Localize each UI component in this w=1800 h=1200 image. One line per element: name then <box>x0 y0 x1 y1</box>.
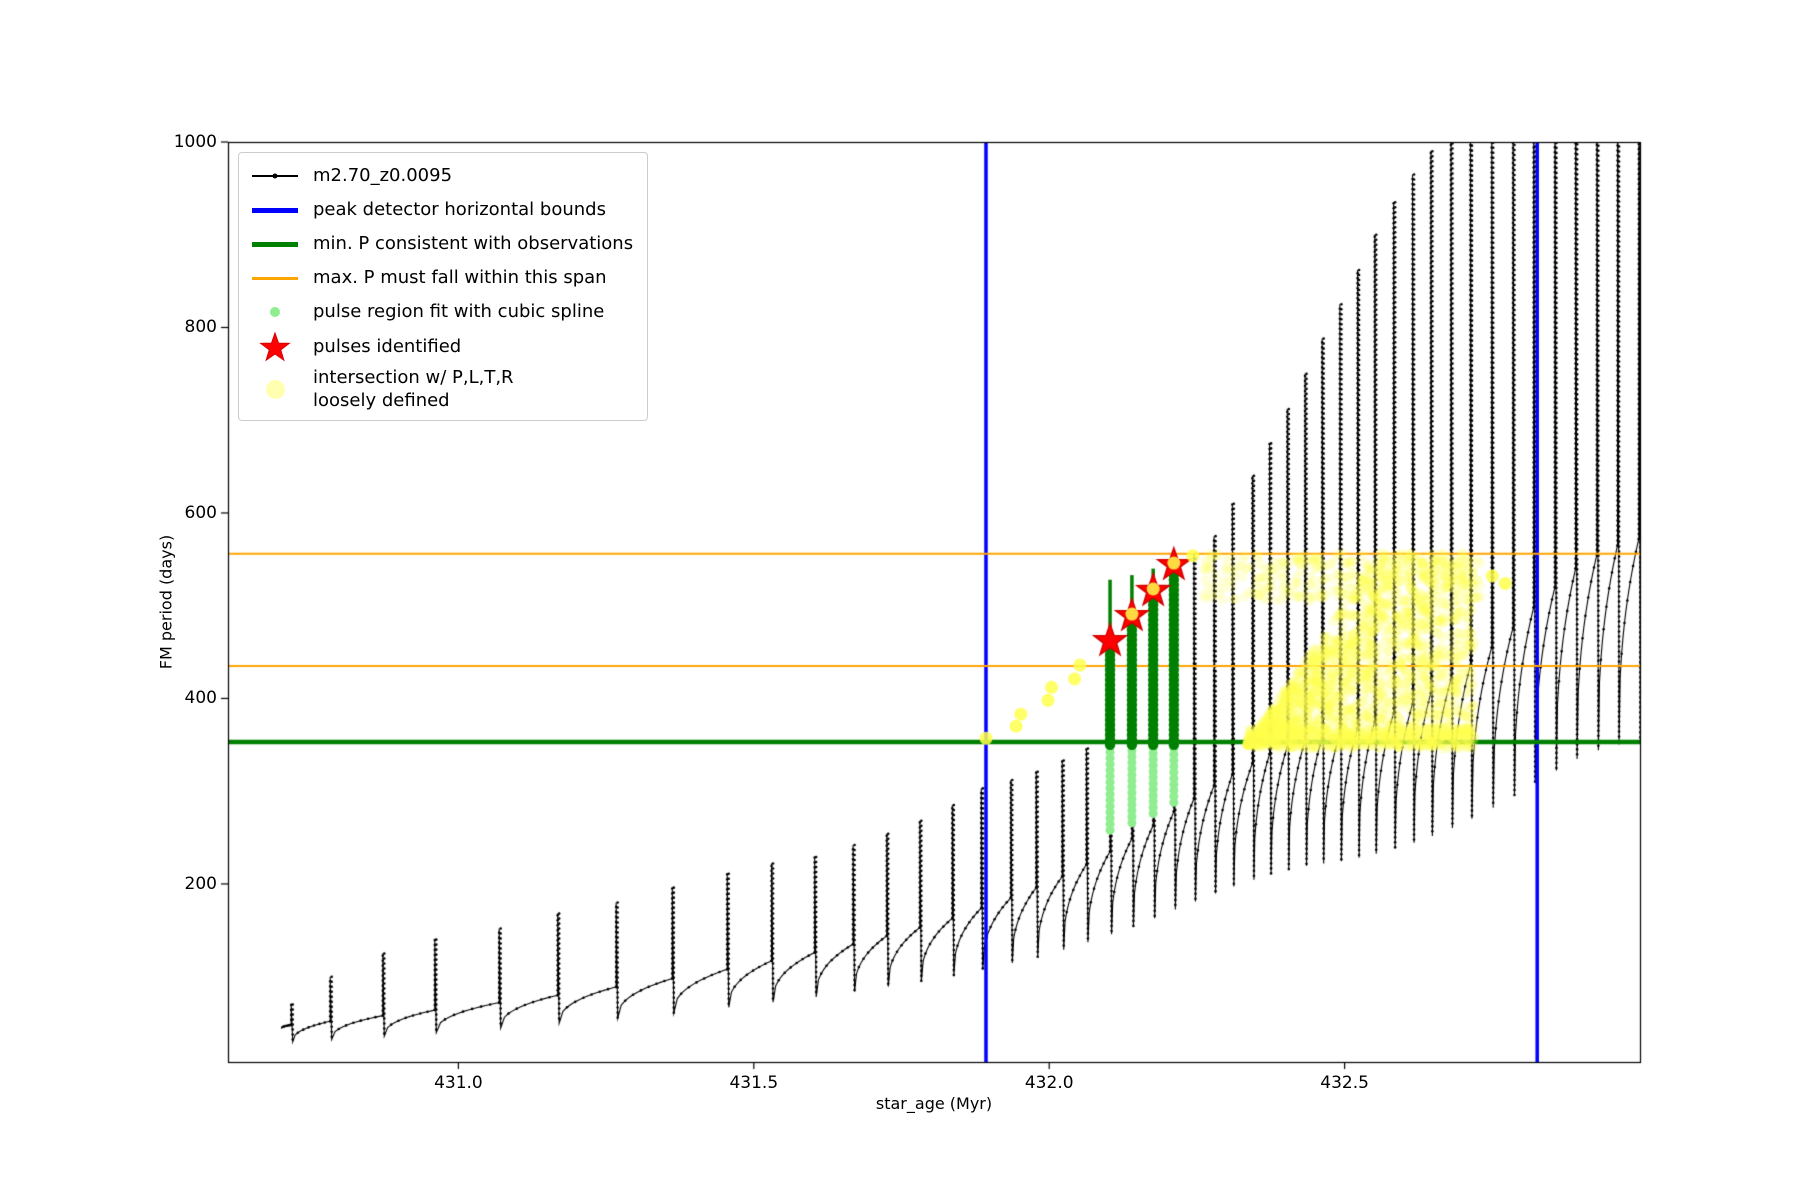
y-tick-label: 800 <box>184 317 217 338</box>
y-tick-label: 600 <box>184 502 217 523</box>
min-p-line-marker-icon <box>249 241 301 247</box>
x-tick-label: 432.5 <box>1320 1073 1369 1093</box>
legend-item-intersection: intersection w/ P,L,T,R loosely defined <box>249 367 633 412</box>
y-tick-label: 1000 <box>173 132 217 152</box>
legend-item-peak-bounds: peak detector horizontal bounds <box>249 195 633 225</box>
x-tick-label: 432.0 <box>1024 1073 1074 1093</box>
legend-item-max-p: max. P must fall within this span <box>249 263 633 293</box>
legend-item-track: m2.70_z0.0095 <box>249 161 633 191</box>
legend-item-label: max. P must fall within this span <box>313 266 607 288</box>
spline-dot-marker-icon <box>249 307 301 317</box>
legend-item-label: m2.70_z0.0095 <box>313 164 453 186</box>
x-axis-label: star_age (Myr) <box>875 1094 993 1113</box>
pulse-star-marker-icon <box>249 331 301 363</box>
legend-item-min-p: min. P consistent with observations <box>249 229 633 259</box>
legend-item-label: peak detector horizontal bounds <box>313 198 606 220</box>
y-tick-label: 200 <box>184 873 217 894</box>
peak-bounds-line-marker-icon <box>249 207 301 213</box>
legend-item-spline: pulse region fit with cubic spline <box>249 297 633 327</box>
intersection-dot-marker-icon <box>249 380 301 399</box>
legend-item-label: min. P consistent with observations <box>313 232 634 254</box>
y-tick-label: 400 <box>184 688 217 709</box>
legend-item-label: pulses identified <box>313 335 462 357</box>
x-tick-label: 431.0 <box>434 1073 483 1093</box>
legend-item-pulses: pulses identified <box>249 331 633 363</box>
legend: m2.70_z0.0095 peak detector horizontal b… <box>238 152 649 421</box>
track-line-marker-icon <box>249 173 301 179</box>
legend-item-label: intersection w/ P,L,T,R loosely defined <box>313 367 514 411</box>
y-axis-label: FM period (days) <box>156 534 176 670</box>
max-p-line-marker-icon <box>249 276 301 280</box>
x-tick-label: 431.5 <box>729 1073 779 1093</box>
legend-item-label: pulse region fit with cubic spline <box>313 300 605 322</box>
